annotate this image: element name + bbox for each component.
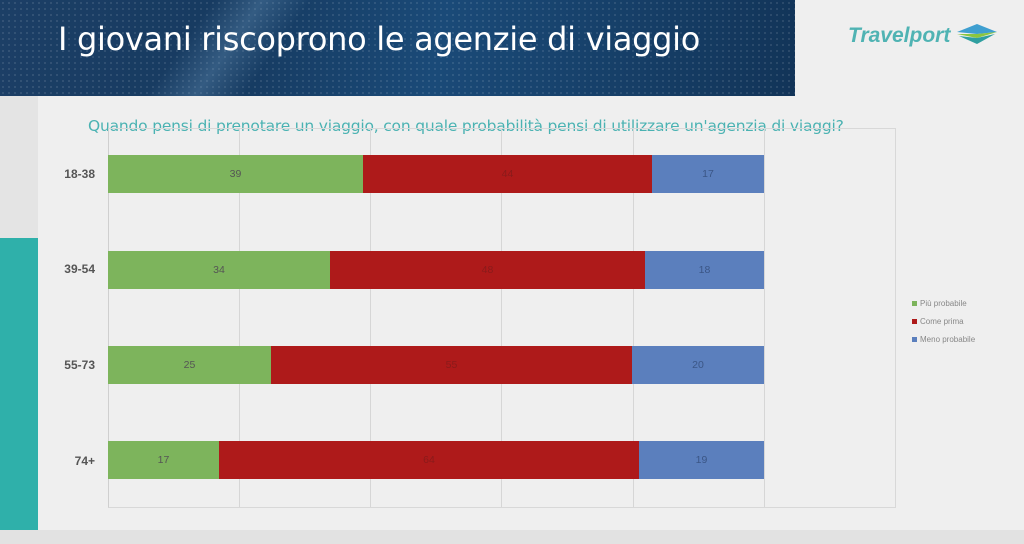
legend-item-meno-probabile: Meno probabile bbox=[912, 330, 975, 348]
bar-segment-piu-probabile: 25 bbox=[108, 346, 271, 384]
category-label: 74+ bbox=[74, 454, 95, 468]
bar-segment-come-prima: 64 bbox=[219, 441, 639, 479]
gridline bbox=[633, 129, 634, 507]
legend-item-piu-probabile: Più probabile bbox=[912, 294, 975, 312]
bar-74-plus: 17 64 19 bbox=[108, 441, 764, 479]
page-title: I giovani riscoprono le agenzie di viagg… bbox=[58, 20, 701, 58]
header-banner: I giovani riscoprono le agenzie di viagg… bbox=[0, 0, 795, 96]
travelport-logo: Travelport bbox=[848, 24, 951, 47]
legend-label: Meno probabile bbox=[920, 334, 976, 344]
category-label: 55-73 bbox=[64, 358, 95, 372]
logo-area: Travelport bbox=[795, 0, 1024, 96]
bar-segment-meno-probabile: 19 bbox=[639, 441, 764, 479]
legend-label: Più probabile bbox=[920, 298, 967, 308]
travelport-logo-icon bbox=[957, 24, 997, 44]
bar-segment-come-prima: 55 bbox=[271, 346, 632, 384]
bar-55-73: 25 55 20 bbox=[108, 346, 764, 384]
bar-segment-come-prima: 48 bbox=[330, 251, 645, 289]
category-label: 18-38 bbox=[64, 167, 95, 181]
bar-segment-meno-probabile: 18 bbox=[645, 251, 764, 289]
legend-label: Come prima bbox=[920, 316, 964, 326]
chart-title: Quando pensi di prenotare un viaggio, co… bbox=[88, 117, 844, 135]
gridline bbox=[501, 129, 502, 507]
bar-18-38: 39 44 17 bbox=[108, 155, 764, 193]
gridline bbox=[370, 129, 371, 507]
footer bbox=[0, 530, 1024, 544]
legend-item-come-prima: Come prima bbox=[912, 312, 975, 330]
bar-39-54: 34 48 18 bbox=[108, 251, 764, 289]
category-label: 39-54 bbox=[64, 262, 95, 276]
bar-segment-piu-probabile: 17 bbox=[108, 441, 219, 479]
gridline bbox=[239, 129, 240, 507]
bar-segment-meno-probabile: 17 bbox=[652, 155, 764, 193]
plot-area bbox=[108, 128, 896, 508]
gridline bbox=[764, 129, 765, 507]
bar-segment-come-prima: 44 bbox=[363, 155, 652, 193]
bar-segment-meno-probabile: 20 bbox=[632, 346, 764, 384]
chart-legend: Più probabile Come prima Meno probabile bbox=[912, 294, 975, 348]
legend-swatch-green bbox=[912, 300, 917, 306]
left-strip bbox=[0, 96, 38, 544]
teal-accent bbox=[0, 238, 38, 544]
legend-swatch-red bbox=[912, 318, 917, 324]
legend-swatch-blue bbox=[912, 336, 917, 342]
bar-segment-piu-probabile: 34 bbox=[108, 251, 330, 289]
bar-segment-piu-probabile: 39 bbox=[108, 155, 363, 193]
